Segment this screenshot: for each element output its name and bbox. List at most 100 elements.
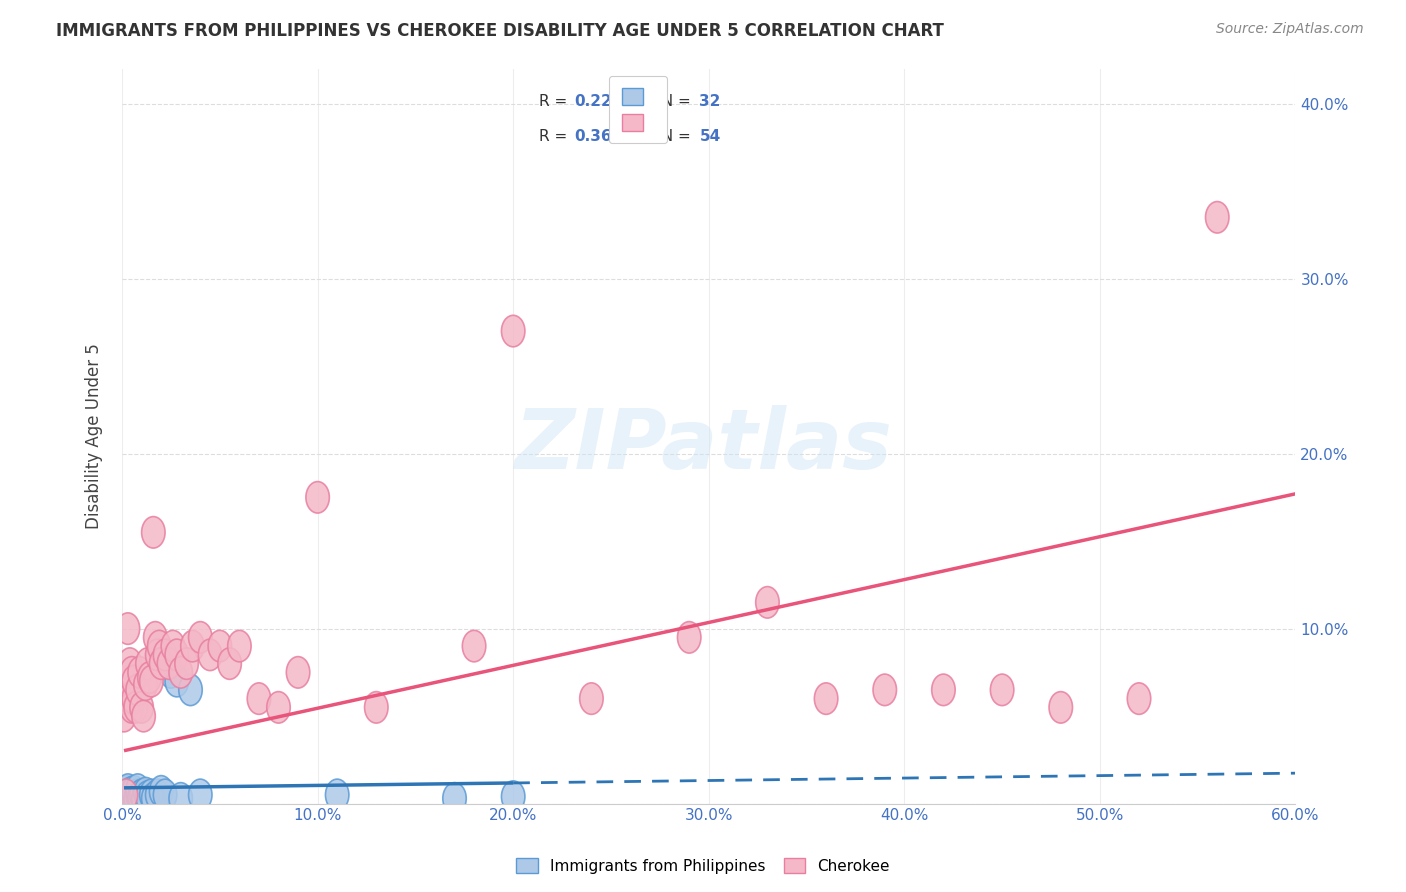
Ellipse shape [1049, 691, 1073, 723]
Ellipse shape [129, 779, 153, 811]
Ellipse shape [153, 639, 177, 671]
Ellipse shape [122, 780, 145, 813]
Ellipse shape [118, 777, 142, 809]
Ellipse shape [157, 648, 181, 680]
Ellipse shape [134, 669, 157, 700]
Ellipse shape [118, 648, 142, 680]
Ellipse shape [181, 631, 204, 662]
Ellipse shape [132, 782, 155, 814]
Ellipse shape [132, 700, 155, 731]
Ellipse shape [114, 779, 138, 811]
Ellipse shape [114, 776, 138, 807]
Ellipse shape [814, 683, 838, 714]
Ellipse shape [267, 691, 290, 723]
Legend: Immigrants from Philippines, Cherokee: Immigrants from Philippines, Cherokee [510, 852, 896, 880]
Ellipse shape [122, 683, 145, 714]
Ellipse shape [162, 631, 184, 662]
Text: IMMIGRANTS FROM PHILIPPINES VS CHEROKEE DISABILITY AGE UNDER 5 CORRELATION CHART: IMMIGRANTS FROM PHILIPPINES VS CHEROKEE … [56, 22, 943, 40]
Ellipse shape [502, 315, 524, 347]
Text: ZIPatlas: ZIPatlas [515, 406, 891, 486]
Ellipse shape [169, 782, 193, 814]
Ellipse shape [364, 691, 388, 723]
Ellipse shape [287, 657, 309, 688]
Text: N =: N = [652, 128, 696, 144]
Ellipse shape [114, 782, 138, 814]
Ellipse shape [165, 665, 188, 697]
Ellipse shape [579, 683, 603, 714]
Ellipse shape [165, 639, 188, 671]
Ellipse shape [1128, 683, 1150, 714]
Ellipse shape [502, 780, 524, 813]
Ellipse shape [139, 665, 163, 697]
Ellipse shape [120, 784, 143, 816]
Ellipse shape [136, 780, 159, 813]
Ellipse shape [153, 779, 177, 811]
Ellipse shape [149, 776, 173, 807]
Ellipse shape [122, 776, 145, 807]
Ellipse shape [247, 683, 271, 714]
Text: R =: R = [538, 94, 572, 109]
Ellipse shape [142, 782, 165, 814]
Text: 32: 32 [699, 94, 721, 109]
Y-axis label: Disability Age Under 5: Disability Age Under 5 [86, 343, 103, 529]
Text: N =: N = [652, 94, 696, 109]
Ellipse shape [117, 780, 139, 813]
Ellipse shape [678, 622, 702, 653]
Text: 0.368: 0.368 [574, 128, 621, 144]
Ellipse shape [124, 782, 148, 814]
Ellipse shape [117, 613, 139, 644]
Ellipse shape [120, 691, 143, 723]
Ellipse shape [325, 779, 349, 811]
Ellipse shape [145, 779, 169, 811]
Ellipse shape [932, 674, 955, 706]
Text: R =: R = [538, 128, 572, 144]
Ellipse shape [990, 674, 1014, 706]
Ellipse shape [188, 622, 212, 653]
Ellipse shape [463, 631, 486, 662]
Ellipse shape [208, 631, 232, 662]
Ellipse shape [129, 691, 153, 723]
Ellipse shape [124, 691, 148, 723]
Ellipse shape [873, 674, 897, 706]
Ellipse shape [118, 683, 142, 714]
Ellipse shape [755, 587, 779, 618]
Ellipse shape [1205, 202, 1229, 233]
Ellipse shape [149, 648, 173, 680]
Ellipse shape [128, 780, 152, 813]
Ellipse shape [117, 774, 139, 805]
Ellipse shape [145, 639, 169, 671]
Ellipse shape [127, 779, 149, 811]
Ellipse shape [138, 662, 162, 693]
Ellipse shape [179, 674, 202, 706]
Ellipse shape [117, 665, 139, 697]
Ellipse shape [118, 782, 142, 814]
Ellipse shape [143, 622, 167, 653]
Ellipse shape [136, 648, 159, 680]
Ellipse shape [134, 777, 157, 809]
Ellipse shape [127, 774, 149, 805]
Ellipse shape [112, 700, 136, 731]
Ellipse shape [122, 665, 145, 697]
Ellipse shape [159, 657, 183, 688]
Text: 54: 54 [699, 128, 721, 144]
Ellipse shape [307, 482, 329, 513]
Ellipse shape [112, 779, 136, 811]
Ellipse shape [174, 648, 198, 680]
Ellipse shape [142, 516, 165, 548]
Ellipse shape [148, 631, 172, 662]
Ellipse shape [188, 779, 212, 811]
Ellipse shape [120, 657, 143, 688]
Text: Source: ZipAtlas.com: Source: ZipAtlas.com [1216, 22, 1364, 37]
Ellipse shape [169, 657, 193, 688]
Ellipse shape [127, 674, 149, 706]
Ellipse shape [139, 779, 163, 811]
Ellipse shape [114, 683, 138, 714]
Legend: , : , [609, 76, 668, 143]
Ellipse shape [228, 631, 252, 662]
Ellipse shape [443, 782, 467, 814]
Ellipse shape [198, 639, 222, 671]
Ellipse shape [120, 779, 143, 811]
Text: 0.223: 0.223 [574, 94, 623, 109]
Ellipse shape [218, 648, 242, 680]
Ellipse shape [128, 657, 152, 688]
